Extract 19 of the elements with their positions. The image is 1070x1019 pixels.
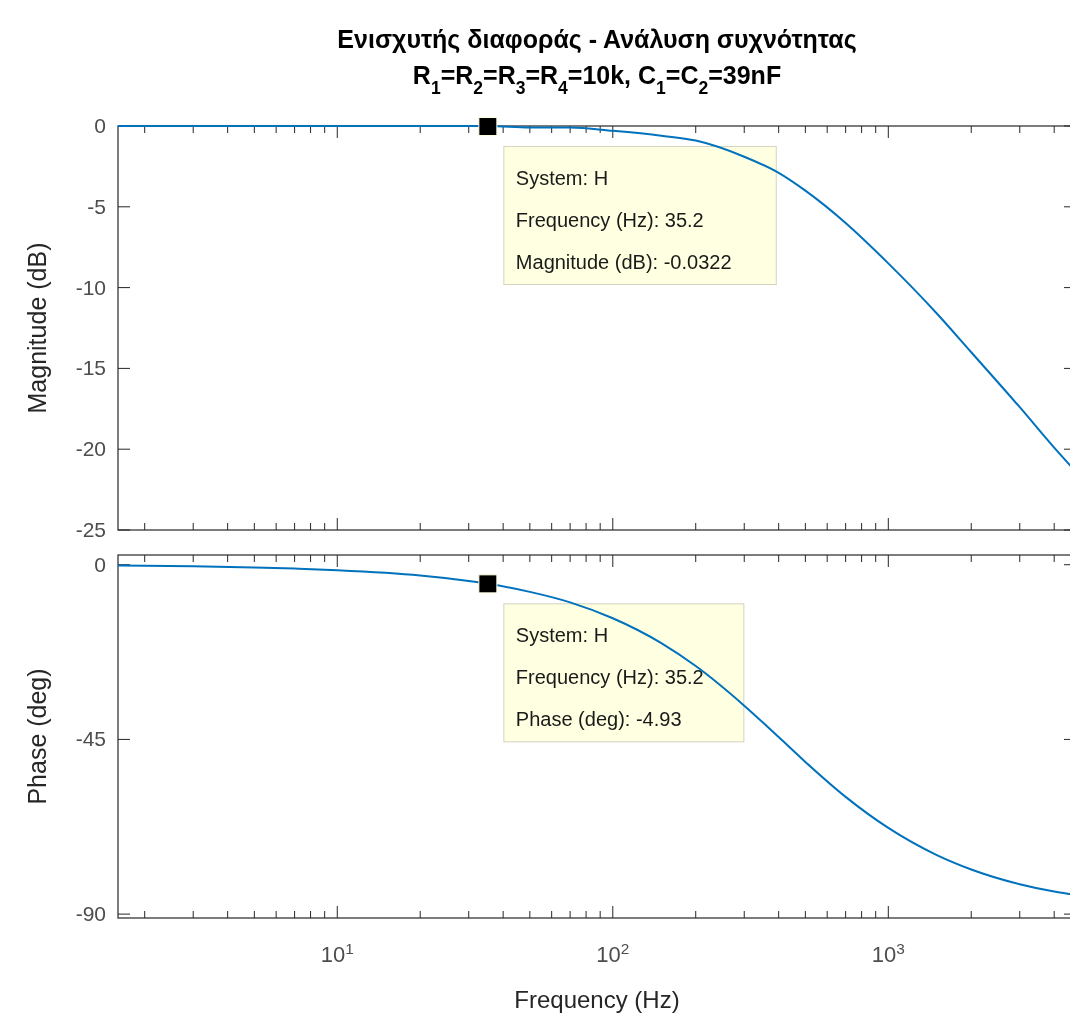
y-tick-label: 0: [94, 114, 106, 137]
y-tick-label: -20: [75, 437, 106, 461]
x-tick-label: 10$^{1}$: [320, 939, 354, 967]
y-tick-label: -25: [75, 518, 106, 541]
y-tick-label: -5: [87, 194, 106, 218]
annotation: System: H Frequency (Hz): 35.2 Magnitude (dB): -0.0322: [515, 166, 732, 273]
y-axis-title: Phase (deg): [23, 668, 51, 805]
x-axis-title: Frequency (Hz): [514, 986, 680, 1013]
x-tick-label: 10$^{2}$: [596, 939, 630, 967]
y-tick-label: -10: [75, 275, 106, 299]
y-tick-label: -90: [75, 902, 106, 926]
chart-title: Ενισχυτής διαφοράς - Ανάλυση συχνότητας: [337, 25, 857, 54]
y-tick-label: -45: [75, 727, 106, 751]
x-tick-label: 10$^{3}$: [871, 939, 905, 967]
y-tick-label: 0: [94, 552, 106, 576]
y-axis-title: Magnitude (dB): [23, 242, 51, 414]
y-tick-label: -15: [75, 356, 106, 380]
text: R$_{1}$=R$_{2}$=R$_{3}$=R$_{4}$=10k, C$_{1}$=C$_{2}$=39nF: [412, 61, 782, 98]
annotation: System: H Frequency (Hz): 35.2 Phase (deg): -4.93: [515, 623, 704, 730]
